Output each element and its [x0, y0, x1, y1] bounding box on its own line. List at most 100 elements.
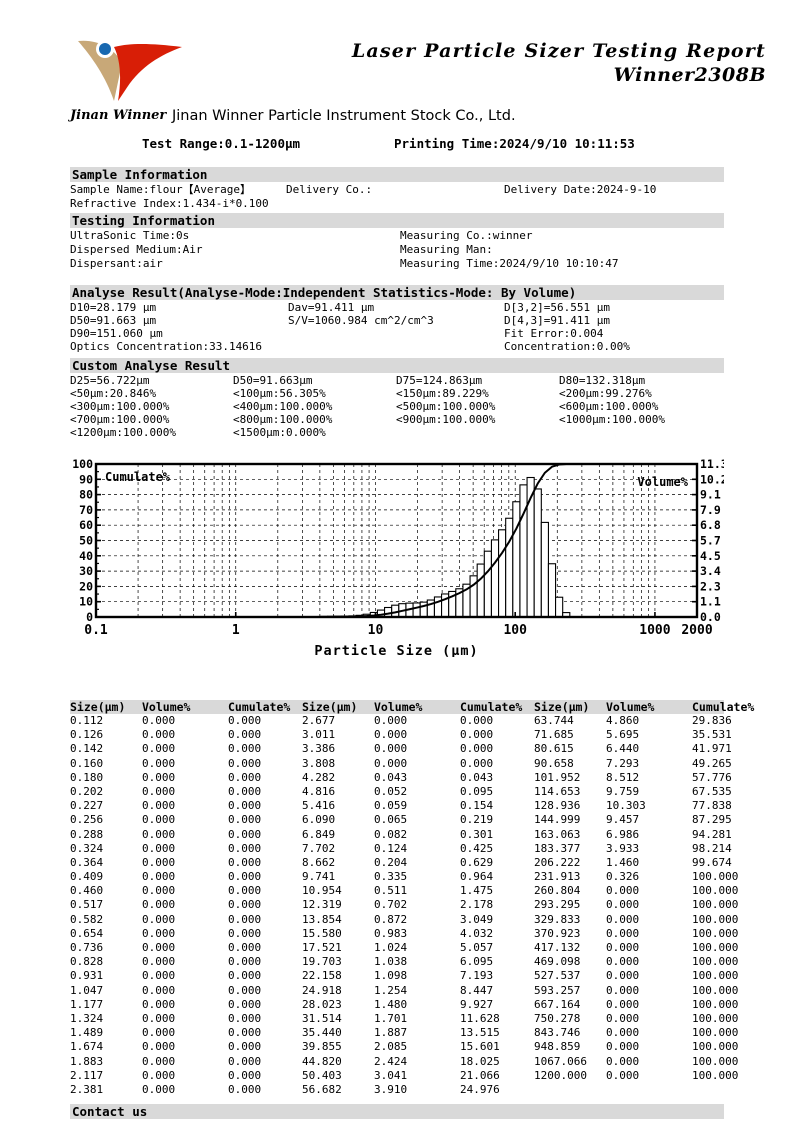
table-cell: 8.447: [460, 983, 494, 997]
measuring-co: Measuring Co.:winner: [400, 229, 533, 242]
under-value: <50μm:20.846%: [70, 387, 157, 400]
table-cell: 24.976: [460, 1082, 500, 1096]
table-cell: 0.000: [374, 728, 408, 742]
table-column-header: Size(μm): [302, 700, 358, 714]
svg-text:0.0: 0.0: [700, 610, 721, 624]
table-cell: 0.000: [142, 870, 176, 884]
table-cell: 17.521: [302, 941, 342, 954]
table-cell: 1.024: [374, 941, 408, 954]
table-cell: 0.000: [606, 1054, 640, 1068]
table-cell: 0.000: [142, 714, 176, 727]
table-cell: 0.000: [606, 1011, 640, 1025]
table-cell: 0.000: [374, 742, 408, 756]
table-cell: 0.511: [374, 884, 408, 898]
d50-custom-value: D50=91.663μm: [233, 374, 313, 387]
table-cell: 0.582: [70, 912, 104, 926]
table-cell: 100.000: [692, 870, 739, 884]
table-cell: 206.222: [534, 855, 581, 869]
table-cell: 100.000: [692, 941, 739, 954]
table-cell: 0.301: [460, 827, 494, 841]
jinan-winner-logo-icon: [70, 33, 190, 103]
table-cell: 0.000: [228, 728, 262, 742]
testing-information-row-1: UltraSonic Time:0s Measuring Co.:winner: [70, 229, 724, 243]
table-column-header: Cumulate%: [692, 700, 755, 714]
d25-value: D25=56.722μm: [70, 374, 150, 387]
table-row: 0.324 0.000 0.000 7.702 0.124 0.425 183.377 3.9…: [70, 841, 732, 856]
table-cell: 100.000: [692, 898, 739, 912]
table-row: 1.047 0.000 0.000 24.918 1.254 8.447 593.257 0.…: [70, 983, 738, 998]
analyse-result-heading: Analyse Result(Analyse-Mode:Independent …: [70, 285, 724, 300]
svg-text:40: 40: [79, 549, 93, 563]
table-row: 0.160 0.000 0.000 3.808 0.000 0.000 90.658 7.29…: [70, 757, 732, 771]
table-row: 0.288 0.000 0.000 6.849 0.082 0.301 163.063 6.9…: [70, 827, 732, 842]
table-cell: 1.674: [70, 1040, 104, 1054]
custom-analyse-row-1: <50μm:20.846% <100μm:56.305% <150μm:89.2…: [70, 387, 724, 401]
table-cell: 417.132: [534, 941, 581, 954]
table-cell: 12.319: [302, 898, 342, 912]
table-cell: 293.295: [534, 898, 581, 912]
table-cell: 8.512: [606, 770, 640, 784]
table-cell: 6.440: [606, 742, 640, 756]
table-cell: 19.703: [302, 955, 342, 969]
table-row: 0.582 0.000 0.000 13.854 0.872 3.049 329.833 0.…: [70, 912, 738, 927]
contact-us-heading: Contact us: [70, 1104, 724, 1119]
table-cell: 0.000: [228, 742, 262, 756]
table-cell: 231.913: [534, 870, 581, 884]
table-cell: 3.049: [460, 912, 494, 926]
distribution-data-table: Size(μm) Volume% Cumulate% Size(μm) Volume% C…: [70, 700, 754, 1097]
table-cell: 3.933: [606, 841, 640, 855]
chart-axis-labels: 01020304050607080901000.01.12.33.44.55.7…: [72, 457, 724, 657]
table-cell: 56.682: [302, 1082, 342, 1096]
svg-text:7.9: 7.9: [700, 503, 721, 517]
table-cell: 750.278: [534, 1011, 581, 1025]
table-cell: 114.653: [534, 784, 581, 798]
svg-text:1: 1: [232, 623, 240, 638]
table-cell: 260.804: [534, 884, 581, 898]
table-cell: 3.910: [374, 1082, 408, 1096]
table-cell: 0.000: [142, 1068, 176, 1082]
table-cell: 0.000: [142, 1082, 176, 1096]
svg-text:1.1: 1.1: [700, 595, 721, 609]
table-row: 0.517 0.000 0.000 12.319 0.702 2.178 293.295 0.…: [70, 898, 738, 912]
table-cell: 63.744: [534, 714, 574, 727]
table-cell: 0.629: [460, 855, 494, 869]
testing-information-row-2: Dispersed Medium:Air Measuring Man:: [70, 243, 724, 257]
table-cell: 0.000: [228, 1011, 262, 1025]
report-header: Jinan Winner Jinan Winner Particle Instr…: [0, 0, 794, 130]
table-cell: 11.628: [460, 1011, 500, 1025]
table-cell: 0.000: [374, 714, 408, 727]
table-cell: 3.011: [302, 728, 336, 742]
table-row: 0.202 0.000 0.000 4.816 0.052 0.095 114.653 9.7…: [70, 784, 732, 799]
d43-value: D[4,3]=91.411 μm: [504, 314, 610, 327]
sample-name: Sample Name:flour【Average】: [70, 183, 251, 196]
table-cell: 843.746: [534, 1026, 581, 1040]
table-cell: 100.000: [692, 969, 739, 983]
table-row: 1.674 0.000 0.000 39.855 2.085 15.601 948.859 0…: [70, 1040, 738, 1054]
testing-information-heading: Testing Information: [70, 213, 724, 228]
table-cell: 28.023: [302, 997, 342, 1011]
table-cell: 0.154: [460, 799, 494, 813]
under-value: <400μm:100.000%: [233, 400, 333, 413]
test-range: Test Range:0.1-1200μm: [142, 136, 301, 151]
table-cell: 1.883: [70, 1054, 104, 1068]
dispersant: Dispersant:air: [70, 257, 163, 270]
table-cell: 128.936: [534, 799, 581, 813]
table-cell: 0.000: [228, 813, 262, 827]
table-cell: 0.227: [70, 799, 104, 813]
svg-text:5.7: 5.7: [700, 534, 721, 548]
sample-information-row-2: Refractive Index:1.434-i*0.100: [70, 197, 724, 211]
table-cell: 10.954: [302, 884, 342, 898]
d75-value: D75=124.863μm: [396, 374, 483, 387]
table-cell: 100.000: [692, 912, 739, 926]
table-cell: 3.386: [302, 742, 336, 756]
table-cell: 0.000: [228, 926, 262, 940]
table-cell: 87.295: [692, 813, 732, 827]
table-cell: 0.983: [374, 926, 408, 940]
table-cell: 100.000: [692, 1011, 739, 1025]
table-cell: 2.381: [70, 1082, 104, 1096]
table-cell: 6.849: [302, 827, 336, 841]
under-value: <300μm:100.000%: [70, 400, 170, 413]
table-cell: 1.047: [70, 983, 104, 997]
table-cell: 35.531: [692, 728, 732, 742]
table-cell: 0.000: [228, 1054, 262, 1068]
